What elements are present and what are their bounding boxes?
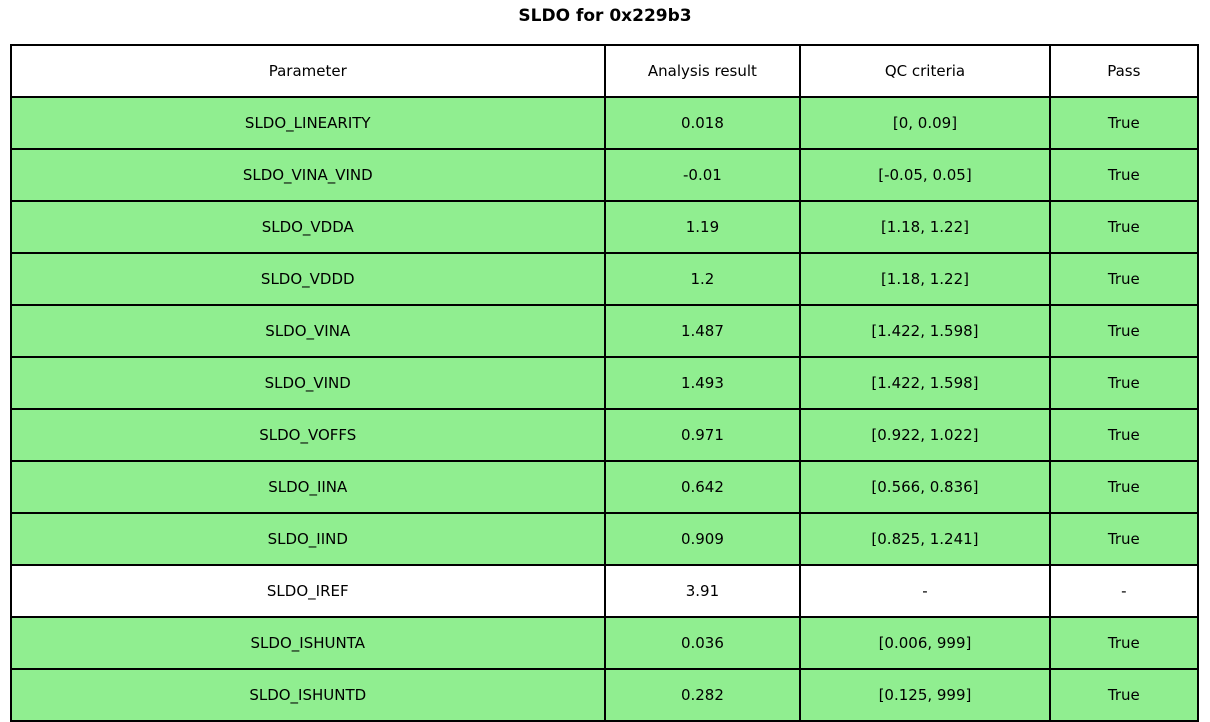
cell-result: 0.909	[603, 512, 802, 566]
cell-criteria: [1.422, 1.598]	[799, 356, 1051, 410]
column-header-parameter: Parameter	[10, 44, 606, 98]
cell-criteria: [-0.05, 0.05]	[799, 148, 1051, 202]
cell-parameter: SLDO_VINA_VIND	[10, 148, 606, 202]
cell-criteria: [0.922, 1.022]	[799, 408, 1051, 462]
cell-parameter: SLDO_VDDD	[10, 252, 606, 306]
cell-pass: True	[1048, 512, 1200, 566]
cell-criteria: [0.125, 999]	[799, 668, 1051, 722]
cell-pass: True	[1048, 96, 1200, 150]
cell-result: 0.282	[603, 668, 802, 722]
page-title: SLDO for 0x229b3	[518, 6, 692, 26]
cell-parameter: SLDO_VDDA	[10, 200, 606, 254]
table-row: SLDO_ISHUNTA 0.036 [0.006, 999] True	[10, 616, 1200, 670]
cell-result: 0.642	[603, 460, 802, 514]
table-row: SLDO_IIND 0.909 [0.825, 1.241] True	[10, 512, 1200, 566]
cell-parameter: SLDO_IIND	[10, 512, 606, 566]
header-row: Parameter Analysis result QC criteria Pa…	[10, 44, 1200, 98]
cell-criteria: [0, 0.09]	[799, 96, 1051, 150]
cell-result: 0.036	[603, 616, 802, 670]
qc-report-figure: SLDO for 0x229b3 Parameter Analysis resu…	[10, 6, 1200, 722]
table-row: SLDO_VOFFS 0.971 [0.922, 1.022] True	[10, 408, 1200, 462]
table-row: SLDO_ISHUNTD 0.282 [0.125, 999] True	[10, 668, 1200, 722]
table-row: SLDO_VINA_VIND -0.01 [-0.05, 0.05] True	[10, 148, 1200, 202]
table-row: SLDO_VIND 1.493 [1.422, 1.598] True	[10, 356, 1200, 410]
cell-pass: True	[1048, 200, 1200, 254]
cell-pass: True	[1048, 148, 1200, 202]
table-row: SLDO_LINEARITY 0.018 [0, 0.09] True	[10, 96, 1200, 150]
cell-pass: True	[1048, 356, 1200, 410]
cell-result: 1.493	[603, 356, 802, 410]
cell-parameter: SLDO_VOFFS	[10, 408, 606, 462]
table-row: SLDO_VDDD 1.2 [1.18, 1.22] True	[10, 252, 1200, 306]
qc-results-table: Parameter Analysis result QC criteria Pa…	[10, 44, 1200, 722]
table-header: Parameter Analysis result QC criteria Pa…	[10, 44, 1200, 98]
table-row: SLDO_IREF 3.91 - -	[10, 564, 1200, 618]
cell-criteria: [1.18, 1.22]	[799, 252, 1051, 306]
cell-result: 0.971	[603, 408, 802, 462]
cell-criteria: [0.566, 0.836]	[799, 460, 1051, 514]
cell-pass: True	[1048, 616, 1200, 670]
cell-criteria: [0.006, 999]	[799, 616, 1051, 670]
table-row: SLDO_IINA 0.642 [0.566, 0.836] True	[10, 460, 1200, 514]
cell-result: 0.018	[603, 96, 802, 150]
table-row: SLDO_VDDA 1.19 [1.18, 1.22] True	[10, 200, 1200, 254]
cell-pass: True	[1048, 668, 1200, 722]
cell-result: -0.01	[603, 148, 802, 202]
cell-parameter: SLDO_VINA	[10, 304, 606, 358]
cell-parameter: SLDO_VIND	[10, 356, 606, 410]
cell-parameter: SLDO_ISHUNTD	[10, 668, 606, 722]
column-header-analysis-result: Analysis result	[603, 44, 802, 98]
cell-criteria: [1.422, 1.598]	[799, 304, 1051, 358]
cell-parameter: SLDO_IREF	[10, 564, 606, 618]
cell-result: 3.91	[603, 564, 802, 618]
cell-pass: True	[1048, 408, 1200, 462]
cell-parameter: SLDO_ISHUNTA	[10, 616, 606, 670]
cell-result: 1.2	[603, 252, 802, 306]
cell-parameter: SLDO_IINA	[10, 460, 606, 514]
cell-parameter: SLDO_LINEARITY	[10, 96, 606, 150]
cell-result: 1.19	[603, 200, 802, 254]
cell-result: 1.487	[603, 304, 802, 358]
column-header-qc-criteria: QC criteria	[799, 44, 1051, 98]
cell-pass: True	[1048, 460, 1200, 514]
table-row: SLDO_VINA 1.487 [1.422, 1.598] True	[10, 304, 1200, 358]
cell-pass: -	[1048, 564, 1200, 618]
cell-criteria: [1.18, 1.22]	[799, 200, 1051, 254]
cell-pass: True	[1048, 252, 1200, 306]
column-header-pass: Pass	[1048, 44, 1200, 98]
cell-criteria: -	[799, 564, 1051, 618]
cell-pass: True	[1048, 304, 1200, 358]
table-body: SLDO_LINEARITY 0.018 [0, 0.09] True SLDO…	[10, 96, 1200, 722]
cell-criteria: [0.825, 1.241]	[799, 512, 1051, 566]
